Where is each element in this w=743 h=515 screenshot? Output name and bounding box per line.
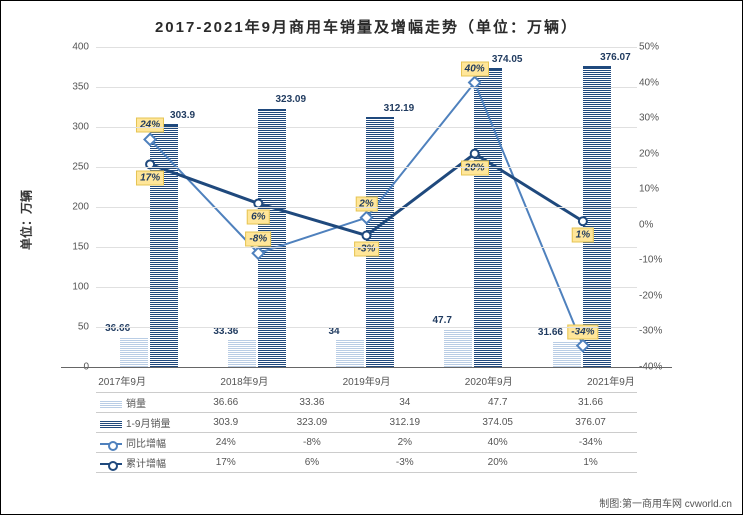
- y-tick-left: 300: [72, 122, 89, 133]
- table-row: 销量36.6633.363447.731.66: [96, 393, 637, 413]
- y-tick-left: 150: [72, 242, 89, 253]
- x-tick: 2020年9月: [428, 367, 550, 392]
- pct-label-cum_yoy: 6%: [247, 210, 269, 225]
- table-cell: -34%: [544, 433, 637, 453]
- legend-swatch-line: [100, 443, 122, 445]
- pct-label-yoy: -8%: [245, 232, 271, 247]
- y-tick-right: -20%: [639, 290, 662, 301]
- y-tick-right: 50%: [639, 42, 659, 53]
- bar-label-cum: 374.05: [492, 54, 523, 65]
- gridline: [96, 167, 637, 168]
- y-tick-right: 40%: [639, 77, 659, 88]
- table-cell: 1%: [544, 453, 637, 473]
- pct-label-yoy: 40%: [461, 61, 489, 76]
- table-row: 累计增幅17%6%-3%20%1%: [96, 453, 637, 473]
- table-cell: 34: [358, 393, 451, 413]
- y-tick-right: -30%: [639, 326, 662, 337]
- y-tick-left: 350: [72, 82, 89, 93]
- table-row: 1-9月销量303.9323.09312.19374.05376.07: [96, 413, 637, 433]
- bar-label-cum: 312.19: [384, 103, 415, 114]
- y-tick-left: 200: [72, 202, 89, 213]
- y-tick-left: 100: [72, 282, 89, 293]
- x-axis: 2017年9月2018年9月2019年9月2020年9月2021年9月: [61, 367, 672, 392]
- y-tick-right: -10%: [639, 255, 662, 266]
- x-tick: 2021年9月: [550, 367, 672, 392]
- pct-label-cum_yoy: 17%: [136, 171, 164, 186]
- table-cell: 2%: [358, 433, 451, 453]
- gridline: [96, 127, 637, 128]
- y-axis-left: 050100150200250300350400: [61, 47, 91, 367]
- table-cell: 374.05: [451, 413, 544, 433]
- bar-label-sales: 36.66: [105, 323, 130, 334]
- plot-wrapper: 单位：万辆 050100150200250300350400 -40%-30%-…: [61, 47, 672, 392]
- table-cell: -8%: [265, 433, 358, 453]
- y-tick-left: 400: [72, 42, 89, 53]
- y-axis-left-label: 单位：万辆: [18, 189, 35, 249]
- table-cell: 24%: [186, 433, 265, 453]
- gridline: [96, 47, 637, 48]
- table-cell: 312.19: [358, 413, 451, 433]
- gridline: [96, 87, 637, 88]
- table-cell: 36.66: [186, 393, 265, 413]
- table-cell: 33.36: [265, 393, 358, 413]
- x-tick: 2018年9月: [183, 367, 305, 392]
- bar-label-sales: 31.66: [538, 327, 563, 338]
- table-cell: 323.09: [265, 413, 358, 433]
- legend-swatch-bar: [100, 400, 122, 408]
- bar-label-cum: 323.09: [275, 94, 306, 105]
- y-tick-left: 250: [72, 162, 89, 173]
- table-row: 同比增幅24%-8%2%40%-34%: [96, 433, 637, 453]
- y-tick-right: 0%: [639, 219, 653, 230]
- table-cell: -3%: [358, 453, 451, 473]
- pct-label-cum_yoy: 1%: [572, 228, 594, 243]
- table-cell: 40%: [451, 433, 544, 453]
- pct-label-yoy: 2%: [355, 196, 377, 211]
- legend-cell: 同比增幅: [96, 433, 186, 453]
- table-cell: 376.07: [544, 413, 637, 433]
- gridline: [96, 207, 637, 208]
- x-tick: 2017年9月: [61, 367, 183, 392]
- legend-cell: 1-9月销量: [96, 413, 186, 433]
- y-tick-right: 20%: [639, 148, 659, 159]
- table-cell: 20%: [451, 453, 544, 473]
- legend-cell: 销量: [96, 393, 186, 413]
- table-cell: 6%: [265, 453, 358, 473]
- table-cell: 31.66: [544, 393, 637, 413]
- data-table: 销量36.6633.363447.731.661-9月销量303.9323.09…: [96, 392, 637, 473]
- bar-label-sales: 47.7: [433, 315, 452, 326]
- table-cell: 17%: [186, 453, 265, 473]
- y-tick-right: 30%: [639, 113, 659, 124]
- bar-label-cum: 376.07: [600, 52, 631, 63]
- y-axis-right: -40%-30%-20%-10%0%10%20%30%40%50%: [637, 47, 672, 367]
- x-tick: 2019年9月: [305, 367, 427, 392]
- y-tick-right: 10%: [639, 184, 659, 195]
- pct-label-cum_yoy: -3%: [354, 242, 380, 257]
- gridline: [96, 287, 637, 288]
- table-cell: 47.7: [451, 393, 544, 413]
- table-cell: 303.9: [186, 413, 265, 433]
- chart-container: 2017-2021年9月商用车销量及增幅走势（单位：万辆） 单位：万辆 0501…: [0, 0, 743, 515]
- legend-swatch-bar: [100, 420, 122, 428]
- legend-cell: 累计增幅: [96, 453, 186, 473]
- gridline: [96, 247, 637, 248]
- pct-label-yoy: 24%: [136, 118, 164, 133]
- chart-title: 2017-2021年9月商用车销量及增幅走势（单位：万辆）: [11, 16, 722, 37]
- bar-label-cum: 303.9: [170, 110, 195, 121]
- plot-area: 36.66303.933.36323.0934312.1947.7374.053…: [96, 47, 637, 367]
- credit-label: 制图:第一商用车网 cvworld.cn: [599, 495, 732, 510]
- y-tick-left: 50: [78, 322, 89, 333]
- legend-swatch-line: [100, 463, 122, 465]
- gridline: [96, 327, 637, 328]
